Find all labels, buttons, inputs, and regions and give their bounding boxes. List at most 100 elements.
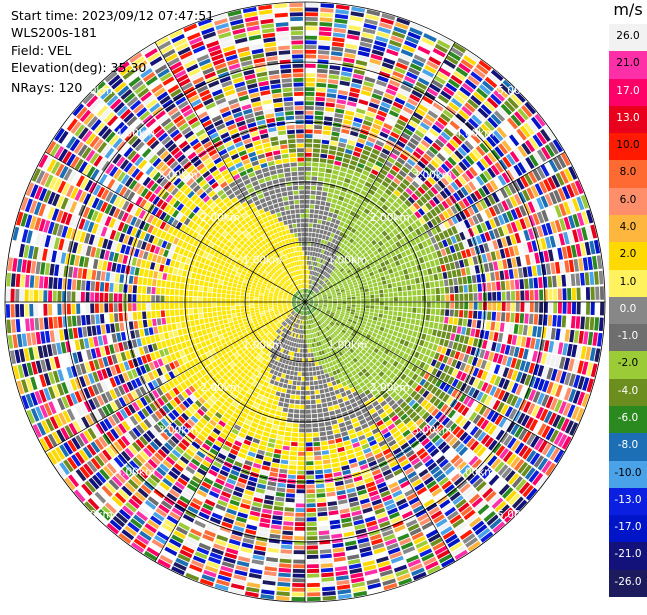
gate-cell <box>345 110 354 116</box>
gate-cell <box>306 414 311 418</box>
gate-cell <box>318 526 329 531</box>
gate-cell <box>459 335 465 343</box>
gate-cell <box>287 418 293 423</box>
gate-cell <box>520 313 525 323</box>
gate-cell <box>316 484 325 489</box>
gate-cell <box>518 268 523 278</box>
gate-cell <box>320 8 333 13</box>
gate-cell <box>320 158 327 163</box>
gate-cell <box>342 470 351 476</box>
gate-cell <box>285 398 290 403</box>
gate-cell <box>271 525 282 530</box>
gate-cell <box>336 580 349 586</box>
gate-cell <box>332 46 344 51</box>
gate-cell <box>331 396 336 401</box>
gate-cell <box>306 419 311 423</box>
gate-cell <box>299 363 302 367</box>
gate-cell <box>325 421 331 426</box>
gate-cell <box>338 383 343 388</box>
gate-cell <box>427 268 432 275</box>
gate-cell <box>293 381 297 385</box>
gate-cell <box>394 297 398 301</box>
gate-cell <box>297 485 305 489</box>
gate-cell <box>340 377 345 382</box>
gate-cell <box>506 281 511 291</box>
gate-cell <box>496 282 501 291</box>
gate-cell <box>397 332 402 338</box>
gate-cell <box>340 427 347 432</box>
gate-cell <box>599 271 604 285</box>
gate-cell <box>417 302 421 307</box>
gate-cell <box>450 294 454 301</box>
gate-cell <box>405 323 410 329</box>
gate-cell <box>332 371 337 376</box>
gate-cell <box>532 326 537 337</box>
gate-cell <box>315 465 323 469</box>
gate-cell <box>523 267 528 278</box>
gate-cell <box>306 391 310 395</box>
gate-cell <box>557 315 562 327</box>
gate-cell <box>477 320 482 328</box>
gate-cell <box>509 269 514 279</box>
gate-cell <box>426 315 431 321</box>
gate-cell <box>308 247 311 251</box>
gate-cell <box>535 302 539 313</box>
gate-cell <box>403 269 408 275</box>
gate-cell <box>268 481 277 486</box>
gate-cell <box>305 97 314 101</box>
gate-cell <box>343 119 352 125</box>
gate-cell <box>317 498 326 503</box>
gate-cell <box>339 504 349 510</box>
gate-cell <box>338 499 348 504</box>
gate-cell <box>524 279 529 289</box>
gate-cell <box>443 272 448 279</box>
gate-cell <box>265 452 273 457</box>
gate-cell <box>464 302 468 309</box>
gate-cell <box>283 446 290 451</box>
gate-cell <box>288 409 293 413</box>
gate-cell <box>422 308 426 314</box>
gate-cell <box>347 295 351 298</box>
gate-cell <box>441 302 445 308</box>
gate-cell <box>269 394 275 399</box>
gate-cell <box>510 313 515 323</box>
gate-cell <box>314 130 322 134</box>
gate-cell <box>302 368 305 372</box>
gate-cell <box>318 380 322 385</box>
gate-cell <box>591 302 595 315</box>
gate-cell <box>286 389 291 394</box>
gate-cell <box>305 92 315 96</box>
gate-cell <box>315 111 324 116</box>
gate-cell <box>317 74 328 79</box>
gate-cell <box>370 305 374 308</box>
gate-cell <box>459 310 463 317</box>
gate-cell <box>403 302 407 307</box>
gate-cell <box>307 527 317 531</box>
gate-cell <box>523 325 528 335</box>
gate-cell <box>341 163 348 168</box>
gate-cell <box>290 451 297 455</box>
gate-cell <box>592 332 598 346</box>
gate-cell <box>590 317 595 330</box>
gate-cell <box>376 264 381 269</box>
gate-cell <box>311 400 316 404</box>
gate-cell <box>310 209 314 213</box>
gate-cell <box>315 347 318 351</box>
gate-cell <box>338 304 342 306</box>
gate-cell <box>341 129 350 135</box>
gate-cell <box>330 179 336 184</box>
gate-cell <box>514 324 519 334</box>
gate-cell <box>310 252 313 256</box>
gate-cell <box>330 449 337 454</box>
gate-cell <box>478 293 482 301</box>
gate-cell <box>464 294 468 301</box>
gate-cell <box>306 424 312 428</box>
gate-cell <box>558 342 564 354</box>
gate-cell <box>316 366 320 370</box>
gate-cell <box>334 375 339 380</box>
gate-cell <box>314 451 321 455</box>
gate-cell <box>496 312 501 321</box>
gate-cell <box>588 332 594 345</box>
gate-cell <box>305 40 317 44</box>
gate-cell <box>406 318 411 323</box>
